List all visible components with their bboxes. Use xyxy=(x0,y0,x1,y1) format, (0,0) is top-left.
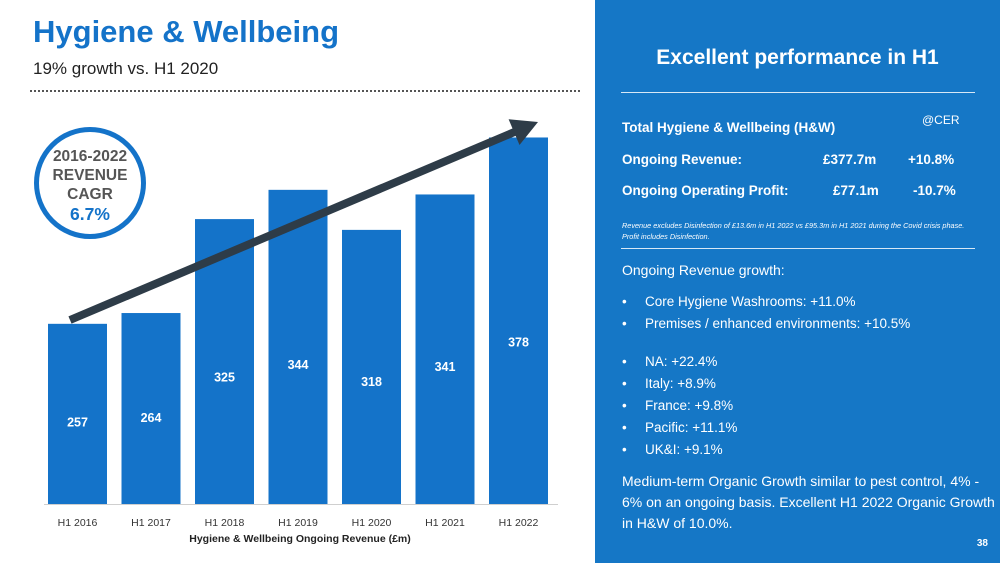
growth-heading: Ongoing Revenue growth: xyxy=(622,262,785,278)
medium-term-text: Medium-term Organic Growth similar to pe… xyxy=(622,473,995,531)
operating-profit-label: Ongoing Operating Profit: xyxy=(622,183,789,198)
ongoing-revenue-change: +10.8% xyxy=(908,152,955,167)
cagr-label-revenue: REVENUE xyxy=(52,167,128,184)
page-number: 38 xyxy=(976,538,988,549)
bar-value-label: 341 xyxy=(435,360,456,374)
bar-h1-2019 xyxy=(268,189,328,504)
revenue-bar-chart: 257 H1 2016 264 H1 2017 325 H1 2018 344 H1 2019… xyxy=(44,119,558,529)
region-bullet-list: NA: +22.4% Italy: +8.9% France: +9.8% Pa… xyxy=(622,352,737,462)
panel-footnote: Revenue excludes Disinfection of £13.6m … xyxy=(622,221,965,241)
page-title: Hygiene & Wellbeing xyxy=(33,14,340,49)
cer-label: @CER xyxy=(922,113,960,127)
panel-title: Excellent performance in H1 xyxy=(656,46,939,69)
list-item: Premises / enhanced environments: +10.5% xyxy=(622,314,910,336)
bar-value-label: 257 xyxy=(67,416,88,430)
x-tick-label: H1 2021 xyxy=(425,517,465,529)
ongoing-revenue-label: Ongoing Revenue: xyxy=(622,152,743,167)
trend-arrow-head xyxy=(508,119,538,146)
list-item: Italy: +8.9% xyxy=(622,374,737,396)
cagr-badge: 2016-2022 REVENUE CAGR 6.7% xyxy=(34,127,146,239)
growth-bullet-list: Core Hygiene Washrooms: +11.0% Premises … xyxy=(622,292,910,336)
page-subtitle: 19% growth vs. H1 2020 xyxy=(33,59,219,78)
bar-value-label: 318 xyxy=(361,375,382,389)
x-tick-label: H1 2018 xyxy=(205,517,245,529)
x-axis-title: Hygiene & Wellbeing Ongoing Revenue (£m) xyxy=(189,533,411,545)
list-item: Core Hygiene Washrooms: +11.0% xyxy=(622,292,910,314)
bar-h1-2017 xyxy=(121,313,181,504)
ongoing-revenue-value: £377.7m xyxy=(823,152,877,167)
list-item: France: +9.8% xyxy=(622,396,737,418)
trend-arrow-line xyxy=(68,126,520,324)
performance-panel: Excellent performance in H1 Total Hygien… xyxy=(595,0,1000,563)
chart-area: Hygiene & Wellbeing 19% growth vs. H1 20… xyxy=(30,14,580,545)
dotted-divider xyxy=(30,90,580,92)
bar-h1-2022 xyxy=(489,137,548,505)
bar-h1-2016 xyxy=(48,323,107,504)
cagr-value: 6.7% xyxy=(70,204,110,224)
total-hw-label: Total Hygiene & Wellbeing (H&W) xyxy=(622,120,836,135)
panel-divider-bottom xyxy=(621,248,975,249)
panel-divider-top xyxy=(621,92,975,93)
x-tick-label: H1 2017 xyxy=(131,517,171,529)
bar-h1-2021 xyxy=(415,194,475,504)
x-tick-label: H1 2020 xyxy=(352,517,392,529)
list-item: Pacific: +11.1% xyxy=(622,418,737,440)
cagr-label-cagr: CAGR xyxy=(67,186,113,203)
bar-value-label: 264 xyxy=(141,411,162,425)
operating-profit-change: -10.7% xyxy=(913,183,956,198)
bar-value-label: 325 xyxy=(214,370,235,384)
cagr-period: 2016-2022 xyxy=(52,148,128,165)
operating-profit-value: £77.1m xyxy=(833,183,879,198)
x-tick-label: H1 2016 xyxy=(58,517,98,529)
x-tick-label: H1 2022 xyxy=(499,517,539,529)
x-tick-label: H1 2019 xyxy=(278,517,318,529)
bar-value-label: 344 xyxy=(288,358,309,372)
bar-value-label: 378 xyxy=(508,335,529,349)
list-item: NA: +22.4% xyxy=(622,352,737,374)
bar-h1-2020 xyxy=(342,229,401,504)
list-item: UK&I: +9.1% xyxy=(622,440,737,462)
